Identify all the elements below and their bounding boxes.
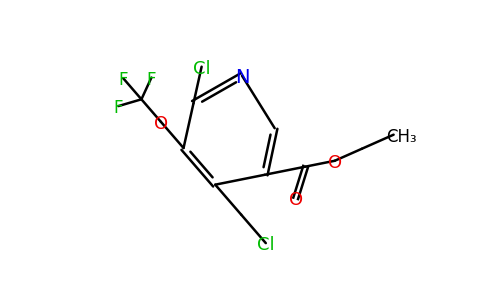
Text: F: F <box>114 99 123 117</box>
Text: N: N <box>235 68 249 87</box>
Text: F: F <box>119 71 128 89</box>
Text: F: F <box>147 70 156 88</box>
Text: CH₃: CH₃ <box>386 128 417 146</box>
Text: Cl: Cl <box>257 236 274 254</box>
Text: O: O <box>288 191 303 209</box>
Text: Cl: Cl <box>193 60 211 78</box>
Text: O: O <box>328 154 342 172</box>
Text: O: O <box>154 115 168 133</box>
